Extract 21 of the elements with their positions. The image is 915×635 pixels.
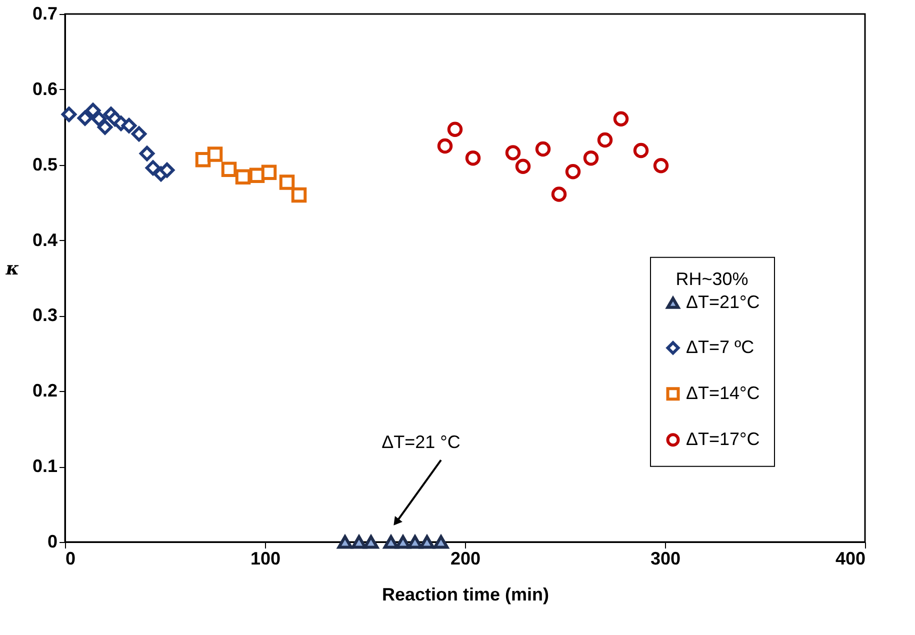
legend-title: RH~30%	[676, 268, 748, 289]
y-tick-label: 0.1	[32, 456, 58, 476]
y-tick-label: 0.2	[32, 380, 58, 401]
legend-label: ΔT=17°C	[686, 428, 760, 449]
y-tick-label: 0	[47, 532, 58, 552]
legend-label: ΔT=14°C	[686, 382, 760, 403]
y-tick-label: 0.4	[32, 230, 58, 250]
x-tick-label: 200	[450, 548, 481, 568]
y-tick-label: 0.7	[32, 4, 58, 24]
legend-label: ΔT=21°C	[686, 292, 760, 312]
x-tick-label: 0	[66, 548, 76, 568]
y-tick-label: 0.3	[32, 305, 58, 326]
x-tick-label: 300	[650, 548, 681, 568]
annotation: ΔT=21 °C	[382, 432, 460, 452]
x-tick-label: 100	[250, 548, 281, 568]
y-tick-label: 0.5	[32, 154, 58, 174]
legend-label: ΔT=7 ºC	[686, 336, 754, 357]
y-tick-label: 0.6	[32, 78, 58, 99]
x-tick-label: 400	[835, 548, 866, 568]
x-axis-title: Reaction time (min)	[382, 584, 550, 604]
y-axis-title: κ	[4, 258, 20, 280]
